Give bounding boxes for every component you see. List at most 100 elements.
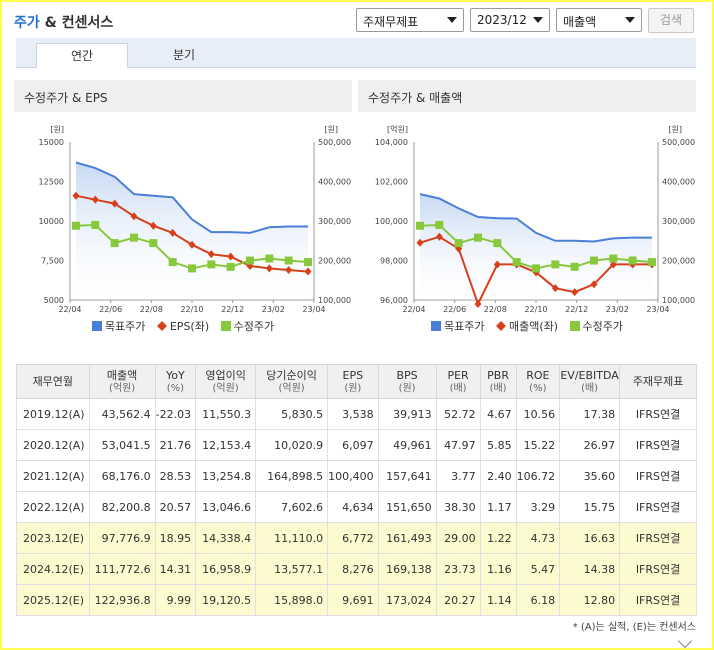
left-series-point — [285, 265, 293, 274]
legend-item-sales: 매출액(좌) — [496, 318, 558, 334]
table-cell: 2.40 — [479, 460, 517, 492]
table-cell: 1.16 — [479, 553, 517, 585]
table-cell: 164,898.5 — [255, 460, 329, 492]
left-axis-unit: [원] — [50, 125, 64, 134]
tab-annual[interactable]: 연간 — [36, 43, 128, 68]
right-axis-unit: [원] — [668, 125, 682, 134]
metric-select[interactable]: 매출액 — [556, 8, 642, 32]
statement-select[interactable]: 주재무제표 — [356, 8, 464, 32]
metric-select-value: 매출액 — [563, 15, 597, 29]
chart-price-eps: 수정주가 & EPS [원] [원] 15000 12500 10000 7,500 500… — [14, 80, 352, 336]
legend-item-target: 목표주가 — [430, 318, 484, 334]
table-cell: 9.99 — [154, 584, 197, 616]
adj-price-point — [188, 264, 196, 273]
search-button[interactable]: 검색 — [648, 8, 694, 33]
chevron-down-icon — [447, 17, 457, 23]
table-cell: 53,041.5 — [88, 429, 156, 461]
x-tick-label: 22/10 — [180, 305, 203, 314]
column-header: 당기순이익 (억원) — [255, 364, 329, 399]
table-cell: 14.38 — [559, 553, 621, 585]
chart-title: 수정주가 & EPS — [14, 80, 352, 112]
table-cell: IFRS연결 — [619, 460, 697, 492]
x-tick-label: 22/10 — [524, 305, 547, 314]
table-cell: 2021.12(A) — [16, 460, 90, 492]
period-select[interactable]: 2023/12 — [470, 8, 550, 32]
table-cell: 19,120.5 — [195, 584, 257, 616]
x-tick-label: 23/04 — [646, 305, 669, 314]
adj-price-point — [226, 262, 235, 271]
table-cell: 13,577.1 — [255, 553, 329, 585]
column-header-label: EPS — [342, 368, 364, 382]
table-cell: 2019.12(A) — [16, 398, 90, 430]
left-series-point — [265, 264, 273, 273]
table-cell: 4,634 — [327, 491, 379, 523]
table-cell: 28.53 — [154, 460, 197, 492]
table-row: 2020.12(A) 53,041.5 21.76 12,153.4 10,020.9 6… — [16, 429, 697, 461]
chart-title: 수정주가 & 매출액 — [358, 80, 696, 112]
target-price-area — [76, 162, 308, 300]
table-cell: 106.72 — [515, 460, 561, 492]
table-cell: 161,493 — [377, 522, 437, 554]
adj-price-point — [72, 221, 80, 230]
table-cell: 13,046.6 — [195, 491, 257, 523]
adj-price-point — [532, 264, 540, 273]
table-cell: 23.73 — [435, 553, 481, 585]
column-header-label: 주재무제표 — [632, 375, 684, 388]
table-cell: 2022.12(A) — [16, 491, 90, 523]
table-row: 2022.12(A) 82,200.8 20.57 13,046.6 7,602.6 4,… — [16, 491, 697, 523]
adj-price-point — [284, 256, 293, 265]
table-cell: 2020.12(A) — [16, 429, 90, 461]
table-cell: 38.30 — [435, 491, 481, 523]
left-series-point — [207, 250, 215, 259]
financial-table: 재무연월 매출액 (억원) YoY (%) 영업이익 (억원) 당기순이익 (억원) EPS (원)… — [16, 364, 697, 616]
right-tick-label: 100,000 — [662, 296, 695, 305]
table-cell: 173,024 — [377, 584, 437, 616]
column-header-unit: (억원) — [212, 382, 239, 394]
legend-label: 목표주가 — [104, 320, 146, 333]
right-axis-unit: [원] — [324, 125, 338, 134]
column-header: EV/EBITDA (배) — [559, 364, 621, 399]
chart-legend: 목표주가 EPS(좌) 수정주가 — [14, 318, 352, 334]
chart-price-sales-plot: [억원] [원] 104,000 102,000 100,000 98,000 96,000… — [375, 124, 695, 314]
table-cell: 3.29 — [515, 491, 561, 523]
table-header-row: 재무연월 매출액 (억원) YoY (%) 영업이익 (억원) 당기순이익 (억원) EPS (원)… — [16, 364, 697, 399]
table-cell: 1.14 — [479, 584, 517, 616]
table-cell: 82,200.8 — [88, 491, 156, 523]
table-cell: 47.97 — [435, 429, 481, 461]
legend-swatch — [496, 321, 506, 331]
left-series-point — [149, 221, 157, 230]
x-tick-label: 22/06 — [443, 305, 466, 314]
column-header: 매출액 (억원) — [88, 364, 156, 399]
left-series-point — [169, 228, 177, 237]
table-cell: IFRS연결 — [619, 584, 697, 616]
table-cell: 151,650 — [377, 491, 437, 523]
table-row: 2021.12(A) 68,176.0 28.53 13,254.8 164,898.5… — [16, 460, 697, 492]
section-title: 주가 & 컨센서스 — [14, 12, 113, 32]
left-tick-label: 100,000 — [375, 217, 408, 226]
table-cell: 122,936.8 — [88, 584, 156, 616]
left-series-point — [493, 260, 501, 269]
title-rest: & 컨센서스 — [44, 15, 114, 31]
period-select-value: 2023/12 — [477, 13, 527, 27]
left-tick-label: 7,500 — [41, 257, 64, 266]
table-cell: 6,097 — [327, 429, 379, 461]
column-header: 영업이익 (억원) — [195, 364, 257, 399]
table-cell: 2024.12(E) — [16, 553, 90, 585]
left-series-point — [551, 284, 559, 293]
column-header-unit: (배) — [449, 382, 467, 394]
column-header-unit: (원) — [344, 382, 362, 394]
tab-quarterly[interactable]: 분기 — [172, 48, 196, 62]
left-series-point — [188, 240, 196, 249]
column-header: 재무연월 — [16, 364, 90, 399]
left-tick-label: 12500 — [39, 178, 64, 187]
table-cell: 17.38 — [559, 398, 621, 430]
chevron-down-icon[interactable] — [677, 633, 693, 649]
table-cell: 5,830.5 — [255, 398, 329, 430]
adj-price-point — [454, 239, 463, 248]
column-header-label: 영업이익 — [205, 368, 246, 382]
table-cell: 15.22 — [515, 429, 561, 461]
adj-price-point — [609, 254, 618, 263]
adj-price-point — [570, 262, 579, 271]
legend-item-eps: EPS(좌) — [156, 318, 209, 334]
table-cell: 14.31 — [154, 553, 197, 585]
